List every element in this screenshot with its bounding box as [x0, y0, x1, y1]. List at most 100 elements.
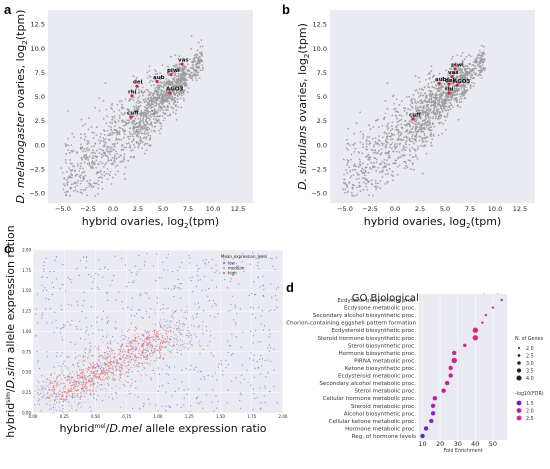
scatter-point	[118, 367, 120, 369]
scatter-point	[70, 396, 72, 398]
scatter-point	[269, 257, 272, 259]
scatter-point	[92, 378, 94, 380]
scatter-point	[190, 61, 193, 63]
scatter-point	[481, 55, 484, 58]
scatter-point	[353, 163, 356, 166]
scatter-point	[160, 346, 162, 348]
scatter-point	[438, 100, 441, 103]
go-term-label: Ketone biosynthetic proc.	[345, 366, 417, 372]
scatter-point	[421, 130, 424, 133]
scatter-point	[433, 80, 435, 83]
scatter-point	[86, 140, 89, 143]
scatter-point	[169, 55, 172, 58]
scatter-point	[437, 116, 440, 119]
scatter-point	[99, 136, 102, 139]
scatter-point	[128, 109, 131, 112]
scatter-point	[78, 274, 80, 276]
scatter-point	[411, 162, 414, 165]
scatter-point	[386, 124, 389, 127]
scatter-point	[64, 184, 66, 187]
scatter-point	[195, 336, 198, 338]
scatter-point	[197, 371, 199, 373]
scatter-point	[440, 88, 442, 91]
scatter-point	[96, 377, 98, 379]
scatter-point	[134, 354, 136, 356]
scatter-point	[71, 162, 73, 165]
scatter-point	[176, 86, 179, 88]
scatter-point	[386, 82, 389, 84]
scatter-point	[137, 89, 140, 91]
scatter-point	[186, 343, 189, 345]
scatter-point	[52, 391, 54, 393]
scatter-point	[46, 403, 48, 405]
scatter-point	[167, 349, 169, 351]
scatter-point	[169, 320, 171, 322]
scatter-point	[49, 405, 51, 407]
scatter-point	[138, 91, 141, 94]
scatter-point	[160, 349, 162, 351]
scatter-point	[127, 138, 130, 140]
scatter-point	[63, 360, 65, 362]
scatter-point	[115, 374, 117, 376]
scatter-point	[447, 74, 449, 77]
scatter-point	[199, 352, 201, 355]
scatter-point	[132, 149, 134, 151]
scatter-point	[362, 168, 365, 171]
scatter-point	[345, 169, 348, 171]
scatter-point	[348, 182, 350, 184]
scatter-point	[470, 70, 473, 73]
scatter-point	[143, 101, 146, 104]
scatter-point	[124, 264, 126, 266]
scatter-point	[431, 138, 433, 141]
scatter-point	[142, 345, 144, 348]
go-term-label: Ecdysone biosynthetic proc.	[337, 298, 416, 304]
scatter-point	[128, 364, 130, 367]
scatter-point	[76, 390, 78, 392]
scatter-point	[205, 289, 207, 291]
scatter-point	[119, 161, 122, 164]
scatter-point	[160, 127, 162, 130]
scatter-point	[161, 64, 164, 67]
scatter-point	[241, 364, 244, 366]
scatter-point	[198, 61, 201, 64]
scatter-point	[149, 119, 151, 121]
scatter-point	[441, 132, 443, 135]
scatter-point	[148, 81, 151, 84]
scatter-point	[101, 181, 103, 184]
scatter-point	[133, 132, 135, 135]
scatter-point	[127, 122, 129, 125]
scatter-point	[78, 396, 80, 398]
scatter-point	[444, 83, 446, 86]
scatter-point	[435, 84, 437, 86]
scatter-point	[251, 292, 253, 295]
scatter-point	[134, 361, 136, 364]
panel-d: d GO Biological Process Analysis Ecdyson…	[286, 280, 544, 454]
scatter-point	[400, 138, 403, 141]
scatter-point	[54, 259, 56, 261]
scatter-point	[80, 180, 83, 182]
scatter-point	[342, 158, 345, 161]
scatter-point	[177, 67, 179, 70]
scatter-point	[94, 375, 96, 377]
scatter-point	[445, 80, 448, 83]
scatter-point	[165, 321, 167, 323]
scatter-point	[122, 307, 124, 309]
go-chart-background	[419, 294, 507, 440]
scatter-point	[143, 122, 145, 124]
scatter-point	[79, 177, 82, 179]
scatter-point	[93, 367, 95, 369]
scatter-point	[80, 118, 83, 121]
scatter-point	[377, 182, 379, 185]
scatter-point	[85, 375, 87, 377]
scatter-point	[140, 380, 142, 382]
panel-letter-d: d	[286, 280, 294, 295]
y-tick-label: 0.0	[317, 141, 327, 149]
scatter-point	[199, 69, 202, 72]
scatter-point	[121, 105, 124, 108]
scatter-point	[169, 338, 172, 341]
go-term-dot	[444, 380, 450, 386]
scatter-point	[51, 322, 53, 324]
scatter-point	[121, 335, 123, 337]
scatter-point	[76, 362, 79, 365]
scatter-point	[51, 395, 53, 398]
